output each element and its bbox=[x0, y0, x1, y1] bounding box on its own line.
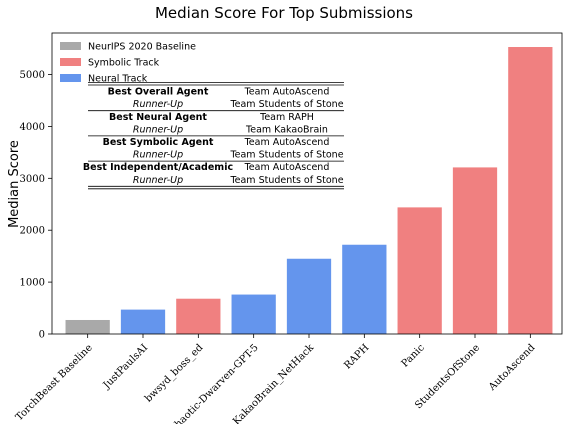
legend-swatch bbox=[60, 58, 81, 66]
legend-swatch bbox=[60, 42, 81, 50]
y-ticks: 0 1000 2000 3000 4000 5000 bbox=[20, 70, 52, 341]
table-award: Runner-Up bbox=[133, 175, 183, 186]
x-tick-label: AutoAscend bbox=[486, 342, 538, 394]
x-tick-label: JustPaulsAI bbox=[101, 342, 150, 391]
bar-4 bbox=[286, 258, 332, 334]
table-winner: Team AutoAscend bbox=[244, 162, 330, 173]
bar-7 bbox=[452, 167, 498, 334]
table-award: Best Symbolic Agent bbox=[103, 137, 214, 148]
legend-label: NeurIPS 2020 Baseline bbox=[88, 42, 196, 53]
bar-5 bbox=[342, 244, 387, 334]
bar-0 bbox=[65, 319, 110, 334]
legend-label: Neural Track bbox=[88, 74, 148, 85]
bar-2 bbox=[176, 298, 221, 334]
y-tick-label: 1000 bbox=[20, 278, 45, 289]
table-winner: Team Students of Stone bbox=[229, 150, 343, 161]
bar-3 bbox=[231, 294, 276, 334]
bar-6 bbox=[397, 207, 442, 334]
table-winner: Team Students of Stone bbox=[229, 175, 343, 186]
table-winner: Team AutoAscend bbox=[244, 87, 330, 98]
chart-title: Median Score For Top Submissions bbox=[155, 4, 413, 22]
y-axis-label: Median Score bbox=[7, 140, 22, 228]
legend-swatch bbox=[60, 74, 81, 82]
table-award: Runner-Up bbox=[133, 99, 183, 110]
table-award: Runner-Up bbox=[133, 124, 183, 135]
y-tick-label: 5000 bbox=[20, 70, 45, 81]
x-ticks: TorchBeast Baseline JustPaulsAIbwsyd_boss… bbox=[14, 334, 538, 424]
x-tick-label: Panic bbox=[400, 342, 427, 369]
table-winner: Team RAPH bbox=[259, 112, 314, 123]
awards-table: Best Overall Agent Team AutoAscend Runner-… bbox=[83, 82, 344, 190]
legend: NeurIPS 2020 Baseline Symbolic Track Neura… bbox=[60, 42, 196, 85]
table-award: Best Overall Agent bbox=[108, 87, 209, 98]
legend-label: Symbolic Track bbox=[88, 58, 160, 69]
x-tick-label: RAPH bbox=[342, 342, 371, 371]
table-award: Runner-Up bbox=[133, 150, 183, 161]
plot-frame bbox=[51, 32, 563, 335]
x-tick-label: bwsyd_boss_ed bbox=[143, 342, 206, 405]
table-award: Best Independent/Academic bbox=[83, 162, 233, 173]
bars-layer bbox=[65, 47, 553, 334]
bar-8 bbox=[508, 47, 553, 334]
y-tick-label: 3000 bbox=[20, 174, 45, 185]
table-winner: Team AutoAscend bbox=[244, 137, 330, 148]
y-tick-label: 0 bbox=[39, 330, 45, 341]
bar-1 bbox=[120, 309, 166, 334]
x-tick-label: TorchBeast Baseline bbox=[14, 342, 95, 423]
table-award: Best Neural Agent bbox=[109, 112, 207, 123]
y-tick-label: 4000 bbox=[20, 122, 45, 133]
table-winner: Team KakaoBrain bbox=[245, 124, 328, 135]
y-tick-label: 2000 bbox=[20, 226, 45, 237]
table-winner: Team Students of Stone bbox=[229, 99, 343, 110]
